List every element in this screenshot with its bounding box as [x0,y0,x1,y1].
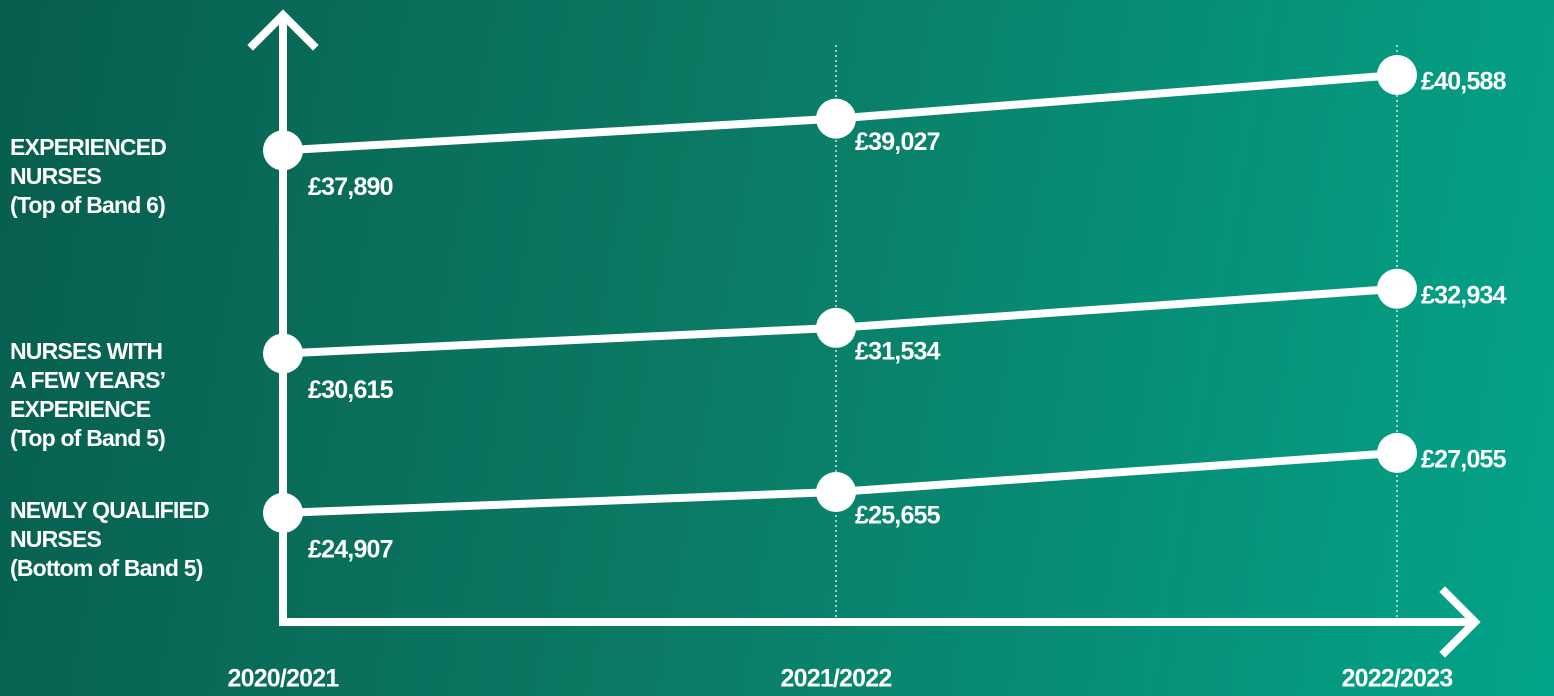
value-label: £25,655 [855,502,941,530]
data-point [263,334,303,374]
series-name: NEWLY QUALIFIED NURSES (Bottom of Band 5… [10,496,209,583]
infographic: 2020/2021 2021/2022 2022/2023 £37,890 £39,02… [0,0,1554,696]
value-label: £30,615 [308,376,394,404]
value-label: £37,890 [308,173,393,201]
chart: 2020/2021 2021/2022 2022/2023 £37,890 £39,02… [0,0,1554,696]
axes [253,15,1475,652]
value-label: £40,588 [1421,68,1507,96]
series-name: EXPERIENCED NURSES (Top of Band 6) [10,133,166,220]
value-label: £39,027 [855,128,940,156]
value-label: £27,055 [1421,446,1507,474]
data-point [263,493,303,533]
data-point [1377,269,1417,309]
data-point [816,472,856,512]
x-tick-label: 2021/2022 [781,665,892,693]
value-label: £32,934 [1421,281,1507,309]
x-tick-label: 2020/2021 [228,665,340,693]
data-point [263,130,303,170]
value-label: £31,534 [855,337,941,365]
series-name: NURSES WITH A FEW YEARS’ EXPERIENCE (Top… [10,337,165,453]
data-point [1377,55,1417,95]
data-point [1377,433,1417,473]
x-tick-label: 2022/2023 [1342,665,1453,693]
value-label: £24,907 [308,536,393,564]
data-point [816,308,856,348]
data-point [816,99,856,139]
